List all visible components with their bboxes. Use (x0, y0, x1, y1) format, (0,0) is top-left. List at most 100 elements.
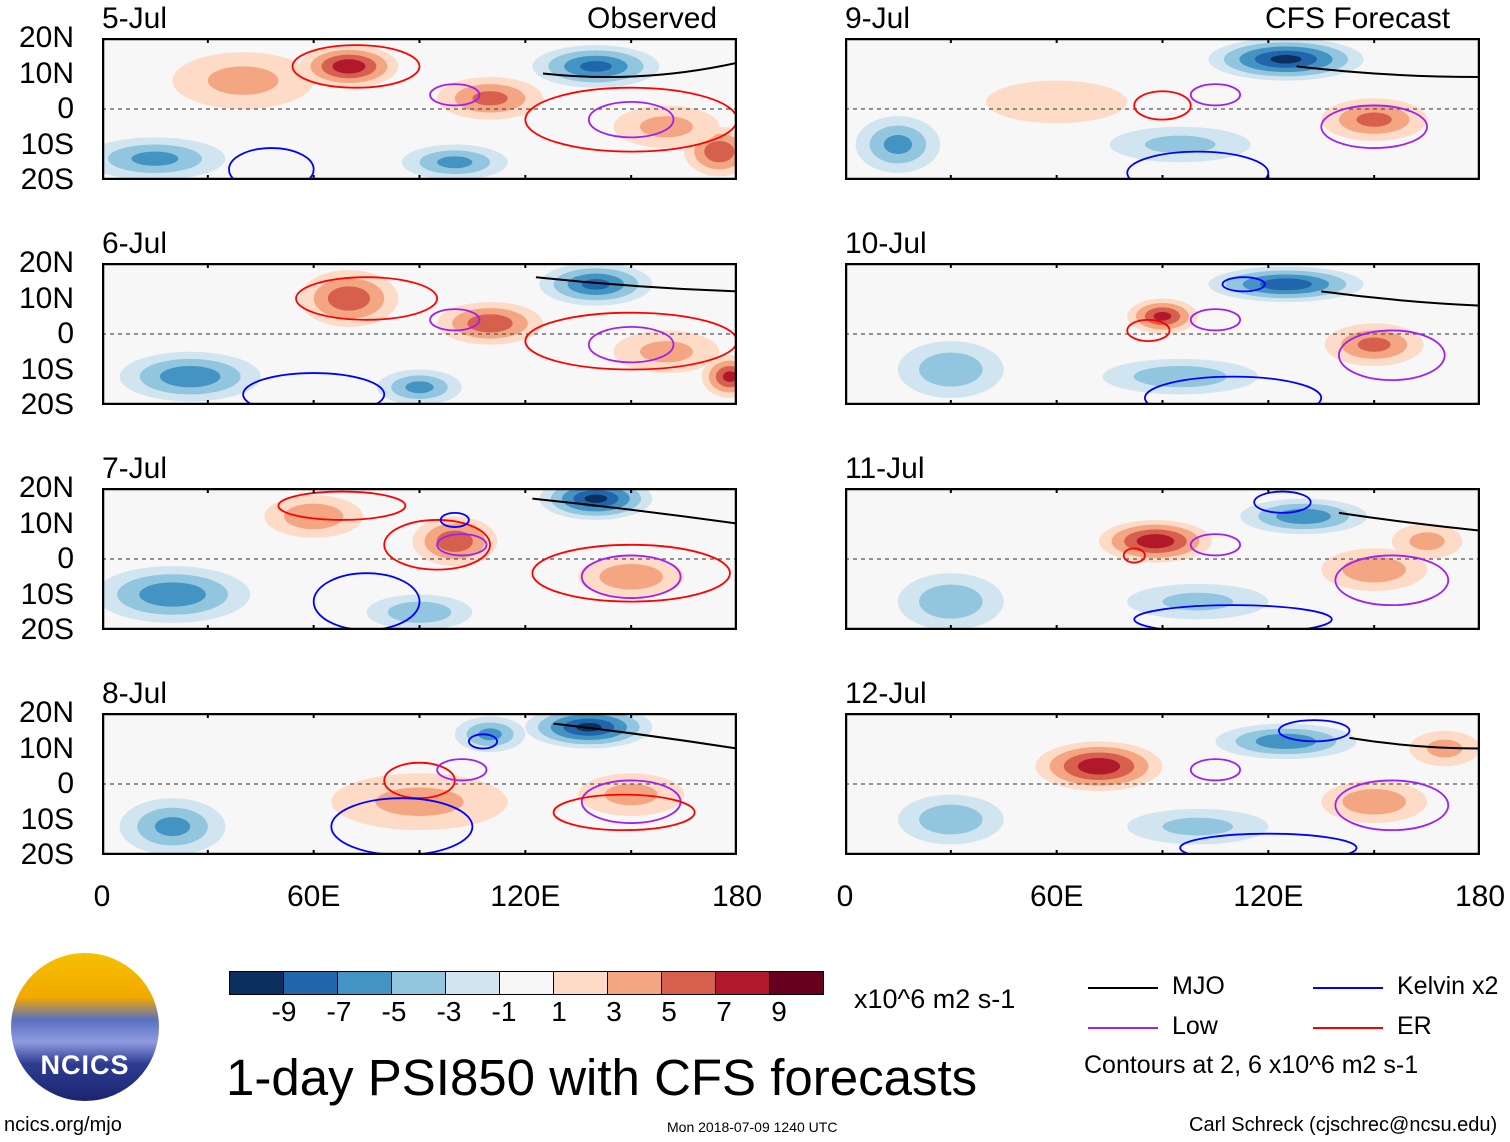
kelvin-contour (1179, 832, 1358, 855)
low-contour (1334, 779, 1450, 832)
anomaly-fill (919, 584, 983, 619)
lon-tick-label: 180 (711, 880, 763, 913)
anomaly-fill (1342, 788, 1406, 815)
low-contour (1189, 308, 1242, 332)
anomaly-fill (639, 341, 693, 363)
site-link[interactable]: ncics.org/mjo (4, 1114, 122, 1136)
lat-tick-label: 20S (20, 613, 74, 646)
anomaly-fill (1133, 365, 1227, 388)
lon-tick-label: 60E (1029, 880, 1084, 913)
legend-label: ER (1397, 1012, 1432, 1040)
anomaly-fill (284, 503, 344, 530)
mjo-contour (1338, 511, 1480, 532)
lon-tick-label: 0 (93, 880, 111, 913)
colorbar-swatch (500, 972, 554, 994)
anomaly-fill (207, 66, 279, 95)
low-contour (1320, 104, 1428, 149)
anomaly-fill (1342, 556, 1406, 583)
anomaly-fill (467, 314, 513, 333)
timestamp: Mon 2018-07-09 1240 UTC (667, 1119, 838, 1135)
low-contour (1189, 83, 1242, 107)
lon-tick-label: 180 (1454, 880, 1506, 913)
anomaly-fill (405, 381, 434, 394)
anomaly-fill (722, 371, 737, 382)
anomaly-fill (639, 116, 693, 138)
panel-date: 11-Jul (845, 452, 925, 485)
lat-tick-label: 0 (57, 92, 74, 125)
map-panel (102, 713, 737, 855)
low-contour (587, 101, 675, 139)
author-credit: Carl Schreck (cjschrec@ncsu.edu) (1189, 1114, 1498, 1136)
colorbar-label: -9 (271, 996, 297, 1027)
lat-tick-label: 0 (57, 767, 74, 800)
anomaly-fill (1153, 311, 1172, 321)
low-contour (587, 326, 675, 364)
lat-tick-label: 10N (18, 56, 74, 90)
figure-title: 1-day PSI850 with CFS forecasts (226, 1049, 978, 1106)
panel-date: 10-Jul (845, 227, 927, 260)
mjo-contour (553, 722, 737, 750)
anomaly-fill (1136, 534, 1175, 549)
colorbar-swatch (230, 972, 284, 994)
colorbar-units: x10^6 m2 s-1 (854, 984, 1016, 1014)
lat-tick-label: 0 (57, 317, 74, 350)
colorbar-label: -7 (326, 996, 352, 1027)
kelvin-contour (1133, 604, 1333, 630)
colorbar-swatch (338, 972, 392, 994)
map-panel (102, 488, 737, 630)
low-contour (436, 533, 488, 557)
lon-tick-label: 120E (490, 880, 561, 913)
kelvin-contour (1221, 276, 1266, 293)
anomaly-fill (1356, 112, 1392, 127)
anomaly-fill (437, 156, 473, 169)
map-panel (845, 488, 1480, 630)
kelvin-contour (228, 147, 315, 180)
anomaly-fill (1357, 337, 1391, 352)
map-panel (845, 38, 1480, 180)
panel-date: 7-Jul (102, 452, 168, 485)
anomaly-fill (584, 494, 608, 503)
er-contour (524, 311, 737, 371)
low-contour (429, 83, 481, 107)
lat-tick-label: 10N (18, 731, 74, 765)
lon-tick-label: 0 (836, 880, 854, 913)
ncics-logo: NCICS (11, 953, 159, 1101)
anomaly-fill (883, 135, 913, 154)
lat-tick-label: 20S (20, 838, 74, 871)
er-contour (531, 543, 731, 603)
observed-header: Observed (587, 2, 718, 35)
anomaly-fill (580, 61, 612, 72)
colorbar-label: 5 (661, 996, 677, 1027)
contour-note: Contours at 2, 6 x10^6 m2 s-1 (1084, 1051, 1419, 1079)
legend-label: Low (1172, 1012, 1218, 1040)
anomaly-fill (131, 151, 179, 166)
low-contour (1189, 533, 1242, 557)
legend-line (1313, 987, 1383, 989)
er-contour (1133, 90, 1192, 121)
er-contour (291, 44, 421, 89)
colorbar-swatch (284, 972, 338, 994)
map-panel (845, 713, 1480, 855)
legend-line (1088, 987, 1158, 989)
colorbar-label: 7 (716, 996, 732, 1027)
anomaly-fill (159, 365, 221, 388)
lon-tick-label: 120E (1233, 880, 1304, 913)
forecast-header: CFS Forecast (1265, 2, 1451, 35)
anomaly-fill (472, 91, 508, 106)
lat-tick-label: 20N (18, 21, 74, 54)
anomaly-fill (387, 601, 452, 623)
mjo-contour (1296, 65, 1480, 79)
legend-label: Kelvin x2 (1397, 972, 1499, 1000)
colorbar (229, 971, 824, 995)
low-contour (580, 554, 682, 599)
er-contour (1126, 318, 1171, 342)
colorbar-swatch (392, 972, 446, 994)
lat-tick-label: 20S (20, 163, 74, 196)
kelvin-contour (439, 511, 470, 528)
colorbar-label: 1 (551, 996, 567, 1027)
panel-date: 12-Jul (845, 677, 927, 710)
colorbar-swatch (554, 972, 608, 994)
legend-line (1088, 1027, 1158, 1029)
lat-tick-label: 20N (18, 471, 74, 504)
panel-date: 5-Jul (102, 2, 168, 35)
